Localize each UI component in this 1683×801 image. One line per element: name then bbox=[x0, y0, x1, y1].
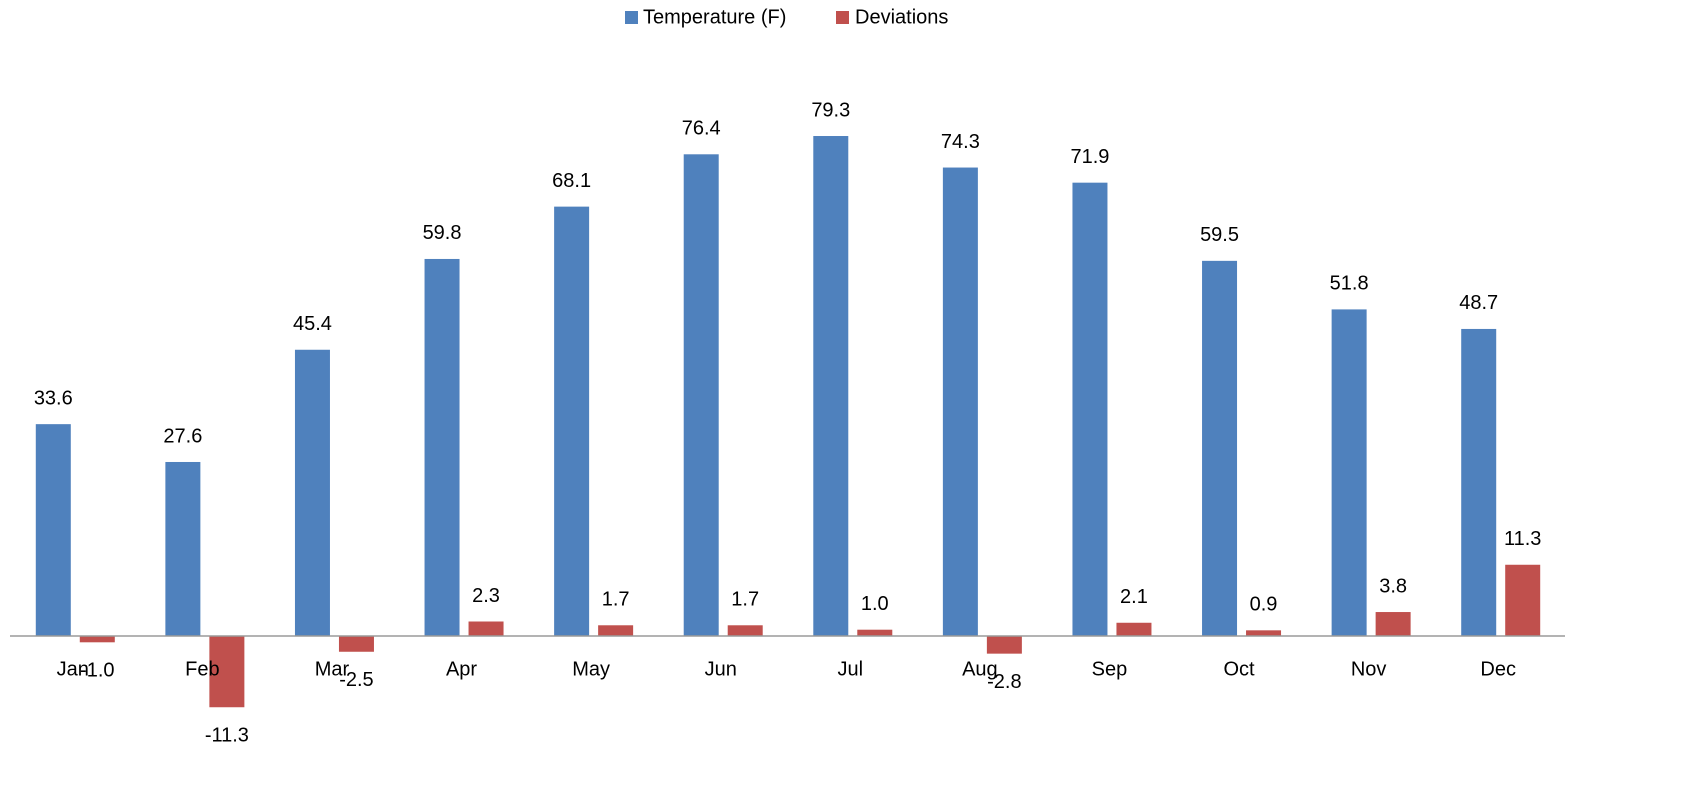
legend-label: Temperature (F) bbox=[643, 6, 786, 28]
bar bbox=[727, 625, 763, 636]
data-label: -2.5 bbox=[339, 669, 373, 691]
x-tick-label: Jul bbox=[838, 658, 864, 680]
data-label: 76.4 bbox=[682, 118, 721, 140]
bar bbox=[598, 625, 634, 636]
bar bbox=[1072, 182, 1108, 636]
data-label: 74.3 bbox=[941, 131, 980, 153]
bar bbox=[294, 349, 330, 636]
x-tick-label: Sep bbox=[1092, 658, 1128, 680]
bar bbox=[986, 636, 1022, 654]
bar bbox=[1461, 328, 1497, 636]
x-tick-label: Apr bbox=[446, 658, 477, 680]
data-label: 79.3 bbox=[811, 99, 850, 121]
data-label: 27.6 bbox=[163, 425, 202, 447]
bar bbox=[813, 136, 849, 637]
data-label: 33.6 bbox=[34, 387, 73, 409]
bar bbox=[857, 629, 893, 636]
data-label: 59.8 bbox=[423, 222, 462, 244]
bar bbox=[1505, 564, 1541, 636]
data-label: 45.4 bbox=[293, 313, 332, 335]
x-tick-label: Nov bbox=[1351, 658, 1387, 680]
data-label: 0.9 bbox=[1250, 594, 1278, 616]
legend-swatch bbox=[625, 11, 638, 24]
data-label: 1.7 bbox=[602, 589, 630, 611]
data-label: 11.3 bbox=[1504, 528, 1541, 550]
legend-swatch bbox=[836, 11, 849, 24]
x-tick-label: Mar bbox=[315, 658, 350, 680]
data-label: 2.3 bbox=[472, 585, 500, 607]
bar bbox=[1246, 630, 1282, 636]
x-tick-label: Feb bbox=[185, 658, 219, 680]
x-tick-label: May bbox=[572, 658, 610, 680]
x-tick-label: Jan bbox=[57, 658, 89, 680]
bar bbox=[1202, 260, 1238, 636]
data-label: 1.0 bbox=[861, 593, 889, 615]
data-label: 48.7 bbox=[1459, 292, 1498, 314]
bar bbox=[35, 424, 71, 636]
data-label: -2.8 bbox=[987, 671, 1021, 693]
bar bbox=[338, 636, 374, 652]
bar bbox=[209, 636, 245, 708]
bar bbox=[1375, 612, 1411, 636]
x-tick-label: Oct bbox=[1223, 658, 1255, 680]
x-tick-label: Jun bbox=[705, 658, 737, 680]
data-label: 51.8 bbox=[1330, 273, 1369, 295]
bar bbox=[683, 154, 719, 636]
bar bbox=[424, 258, 460, 636]
legend-label: Deviations bbox=[855, 6, 948, 28]
bar bbox=[79, 636, 115, 643]
bar bbox=[1116, 622, 1152, 636]
data-label: 2.1 bbox=[1120, 586, 1148, 608]
data-label: 71.9 bbox=[1070, 146, 1109, 168]
bar bbox=[468, 621, 504, 636]
data-label: 68.1 bbox=[552, 170, 591, 192]
bar bbox=[165, 461, 201, 636]
data-label: 3.8 bbox=[1379, 575, 1407, 597]
data-label: -11.3 bbox=[205, 725, 249, 747]
data-label: -1.0 bbox=[80, 660, 114, 682]
bar bbox=[554, 206, 590, 636]
x-tick-label: Dec bbox=[1480, 658, 1516, 680]
bar bbox=[942, 167, 978, 636]
x-tick-label: Aug bbox=[962, 658, 998, 680]
data-label: 59.5 bbox=[1200, 224, 1239, 246]
bar bbox=[1331, 309, 1367, 636]
data-label: 1.7 bbox=[731, 589, 759, 611]
